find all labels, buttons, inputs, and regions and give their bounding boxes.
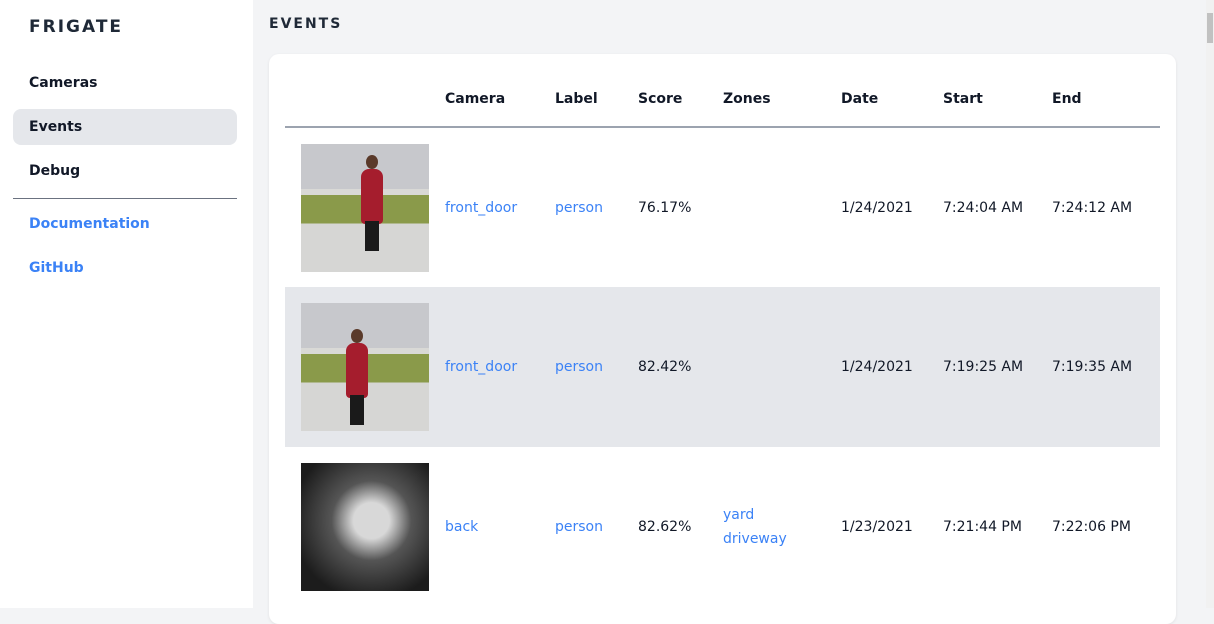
zone-link[interactable]: yard: [723, 507, 755, 523]
label-link[interactable]: person: [555, 359, 603, 375]
link-github[interactable]: GitHub: [29, 260, 84, 276]
start-time: 7:24:04 AM: [943, 199, 1024, 216]
scrollbar[interactable]: [1206, 0, 1214, 608]
person-legs-shape: [365, 220, 379, 251]
label-link[interactable]: person: [555, 199, 603, 216]
table-row[interactable]: back person 82.62% yard driveway 1/23/202…: [285, 447, 1160, 607]
table-row[interactable]: front_door person 82.42% 1/24/2021 7:19:…: [285, 287, 1160, 447]
header-label: Label: [555, 72, 638, 128]
person-head-shape: [366, 154, 378, 169]
camera-link[interactable]: back: [445, 519, 479, 535]
sidebar-divider: [13, 198, 237, 199]
scrollbar-thumb[interactable]: [1207, 13, 1213, 43]
date: 1/23/2021: [841, 519, 913, 535]
app-logo: FRIGATE: [29, 17, 124, 37]
sidebar-item-events[interactable]: Events: [13, 109, 237, 145]
header-camera: Camera: [445, 72, 555, 128]
header-start: Start: [943, 72, 1052, 128]
person-legs-shape: [350, 395, 364, 425]
header-score: Score: [638, 72, 723, 128]
event-thumbnail[interactable]: [301, 143, 429, 272]
score: 82.42%: [638, 287, 723, 447]
sidebar: FRIGATE Cameras Events Debug Documentati…: [0, 0, 253, 608]
header-date: Date: [841, 72, 943, 128]
camera-link[interactable]: front_door: [445, 359, 518, 375]
end-time: 7:24:12 AM: [1052, 199, 1133, 216]
event-thumbnail[interactable]: [301, 463, 429, 591]
label-link[interactable]: person: [555, 519, 603, 535]
events-table: Camera Label Score Zones Date Start End …: [285, 72, 1160, 607]
person-head-shape: [351, 329, 363, 343]
page-title: EVENTS: [269, 16, 343, 32]
score: 76.17%: [638, 199, 692, 216]
link-documentation[interactable]: Documentation: [29, 216, 150, 232]
end-time: 7:22:06 PM: [1052, 519, 1131, 535]
person-body-shape: [346, 343, 368, 398]
sidebar-item-debug[interactable]: Debug: [29, 163, 81, 179]
score: 82.62%: [638, 519, 692, 535]
person-body-shape: [361, 168, 383, 224]
start-time: 7:21:44 PM: [943, 519, 1022, 535]
header-zones: Zones: [723, 72, 841, 128]
end-time: 7:19:35 AM: [1052, 287, 1160, 447]
start-time: 7:19:25 AM: [943, 287, 1052, 447]
date: 1/24/2021: [841, 199, 913, 216]
header-thumbnail: [285, 72, 445, 128]
camera-link[interactable]: front_door: [445, 199, 518, 216]
event-thumbnail[interactable]: [301, 303, 429, 431]
table-row[interactable]: front_door person 76.17% 1/24/2021 7:24:…: [285, 127, 1160, 287]
sidebar-item-cameras[interactable]: Cameras: [29, 75, 98, 91]
events-card: Camera Label Score Zones Date Start End …: [269, 54, 1176, 624]
date: 1/24/2021: [841, 287, 943, 447]
zone-link[interactable]: driveway: [723, 531, 787, 547]
header-end: End: [1052, 72, 1160, 128]
